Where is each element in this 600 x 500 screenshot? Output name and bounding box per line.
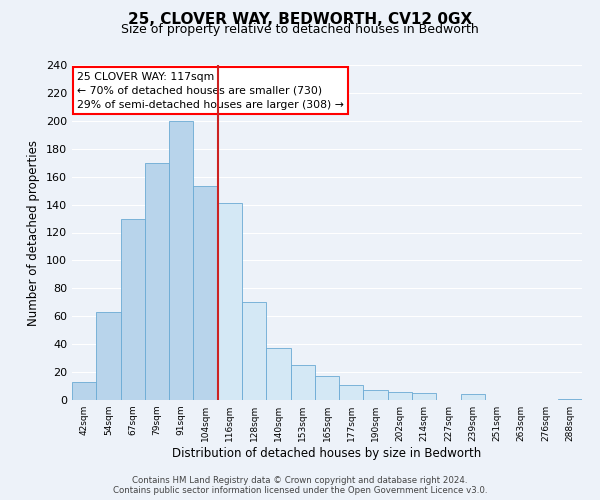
Text: Contains public sector information licensed under the Open Government Licence v3: Contains public sector information licen…	[113, 486, 487, 495]
Bar	[388, 392, 412, 400]
Bar	[96, 312, 121, 400]
Text: 25, CLOVER WAY, BEDWORTH, CV12 0GX: 25, CLOVER WAY, BEDWORTH, CV12 0GX	[128, 12, 472, 28]
Bar	[218, 203, 242, 400]
Bar	[266, 348, 290, 400]
Bar	[339, 384, 364, 400]
Bar	[145, 162, 169, 400]
Bar	[169, 121, 193, 400]
Text: Contains HM Land Registry data © Crown copyright and database right 2024.: Contains HM Land Registry data © Crown c…	[132, 476, 468, 485]
Bar	[72, 382, 96, 400]
Bar	[364, 390, 388, 400]
Bar	[242, 302, 266, 400]
Bar	[315, 376, 339, 400]
Text: Size of property relative to detached houses in Bedworth: Size of property relative to detached ho…	[121, 22, 479, 36]
Bar	[412, 393, 436, 400]
X-axis label: Distribution of detached houses by size in Bedworth: Distribution of detached houses by size …	[172, 447, 482, 460]
Bar	[193, 186, 218, 400]
Bar	[461, 394, 485, 400]
Bar	[558, 398, 582, 400]
Bar	[121, 218, 145, 400]
Text: 25 CLOVER WAY: 117sqm
← 70% of detached houses are smaller (730)
29% of semi-det: 25 CLOVER WAY: 117sqm ← 70% of detached …	[77, 72, 344, 110]
Bar	[290, 365, 315, 400]
Y-axis label: Number of detached properties: Number of detached properties	[28, 140, 40, 326]
